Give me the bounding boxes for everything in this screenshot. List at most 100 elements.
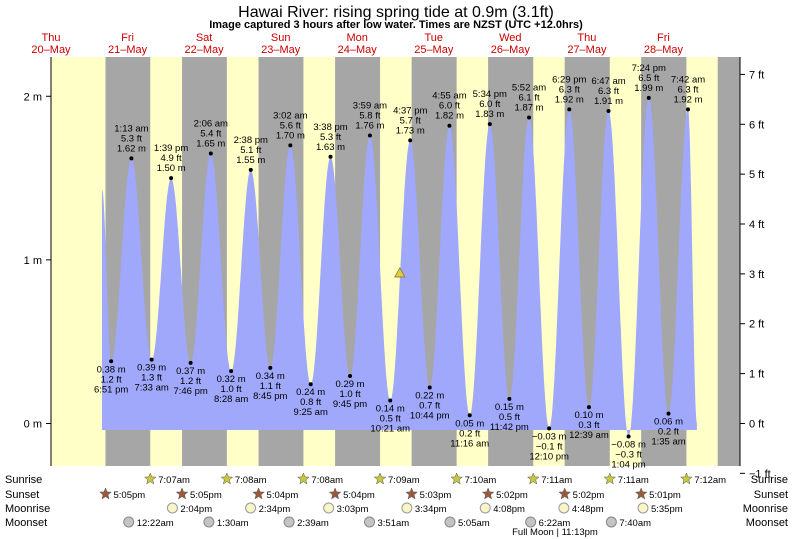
moonset-time: 5:05am xyxy=(458,518,490,529)
low-tide-point: 0.32 m1.0 ft8:28 am xyxy=(214,369,248,405)
high-tide-point: 1:13 am5.3 ft1.62 m xyxy=(114,123,149,161)
sunset-time: 5:02pm xyxy=(496,490,528,501)
high-tide-point: 5:34 pm6.0 ft1.83 m xyxy=(473,89,507,127)
high-tide-point: 4:37 pm5.7 ft1.73 m xyxy=(393,105,427,143)
tide-time-label: 12:10 pm xyxy=(529,451,569,462)
sunset-icon xyxy=(328,487,342,500)
tide-dot xyxy=(308,382,313,387)
tide-time-label: 4:37 pm xyxy=(393,105,427,116)
tide-height-ft-label: 1.2 ft xyxy=(101,374,122,385)
tide-height-ft-label: −0.1 ft xyxy=(536,441,563,452)
tide-height-m-label: 1.87 m xyxy=(515,103,544,114)
tide-height-ft-label: 5.3 ft xyxy=(121,133,142,144)
moonset-icon xyxy=(525,516,537,528)
tide-height-ft-label: 1.1 ft xyxy=(260,381,281,392)
tide-time-label: 8:28 am xyxy=(214,394,248,405)
high-tide-point: 3:59 am5.8 ft1.76 m xyxy=(353,101,387,138)
high-tide-point: 6:47 am6.3 ft1.91 m xyxy=(591,76,626,113)
high-tide-point: 1:39 pm4.9 ft1.50 m xyxy=(154,143,188,181)
day-label-date: 27–May xyxy=(567,44,607,56)
sunrise-time: 7:11am xyxy=(541,475,572,486)
sunrise-icon xyxy=(143,472,157,485)
tide-height-m-label: 0.14 m xyxy=(376,404,405,415)
high-tide-point: 3:02 am5.6 ft1.70 m xyxy=(273,110,308,148)
day-label-weekday: Thu xyxy=(577,32,596,44)
tide-height-ft-label: 5.3 ft xyxy=(320,132,341,143)
tide-height-ft-label: 1.2 ft xyxy=(180,376,201,387)
tide-time-label: 7:42 am xyxy=(671,74,705,85)
tide-height-ft-label: 6.3 ft xyxy=(598,86,619,97)
sunrise-time: 7:08am xyxy=(311,475,343,486)
tide-height-m-label: 0.05 m xyxy=(455,418,484,429)
day-label-weekday: Tue xyxy=(425,32,444,44)
tide-time-label: 1:35 am xyxy=(651,437,685,448)
tide-dot xyxy=(388,398,393,403)
sunset-icon xyxy=(481,487,495,500)
day-label-date: 24–May xyxy=(338,44,378,56)
tide-height-ft-label: 1.0 ft xyxy=(339,389,360,400)
tide-time-label: 6:51 pm xyxy=(94,384,128,395)
tide-height-m-label: 0.15 m xyxy=(495,402,524,413)
tide-time-label: 7:33 am xyxy=(134,383,168,394)
tide-dot xyxy=(188,360,193,365)
tide-height-m-label: 0.24 m xyxy=(296,387,325,398)
sunset-time: 5:02pm xyxy=(573,490,605,501)
tide-height-m-label: 0.39 m xyxy=(137,363,166,374)
tide-dot xyxy=(169,176,174,181)
sunset-time: 5:05pm xyxy=(113,490,145,501)
left-axis-tick-label: 1 m xyxy=(24,255,42,267)
left-axis-tick-label: 2 m xyxy=(24,91,42,103)
sunset-icon xyxy=(405,487,418,500)
high-tide-point: 3:38 pm5.3 ft1.63 m xyxy=(313,122,348,159)
moonrise-time: 3:34pm xyxy=(415,504,447,515)
sunrise-time: 7:12am xyxy=(694,475,726,486)
row-label-moonset-left: Moonset xyxy=(5,517,47,529)
day-labels: Thu20–MayFri21–MaySat22–MaySun23–MayMon2… xyxy=(31,32,683,56)
tide-height-m-label: −0.08 m xyxy=(611,440,646,451)
tide-dot xyxy=(547,426,552,431)
moonrise-icon xyxy=(323,502,335,514)
row-label-moonset-right: Moonset xyxy=(746,517,788,529)
tide-height-ft-label: 6.5 ft xyxy=(638,73,659,84)
sunrise-time: 7:11am xyxy=(618,475,649,486)
moonset-icon xyxy=(364,516,376,528)
day-label-weekday: Wed xyxy=(499,32,521,44)
sunset-icon xyxy=(175,487,189,500)
sunset-time: 5:05pm xyxy=(190,490,222,501)
sunrise-icon xyxy=(220,472,234,485)
tide-height-ft-label: 4.9 ft xyxy=(161,153,182,164)
tide-height-ft-label: 0.3 ft xyxy=(578,420,599,431)
tide-time-label: 9:45 pm xyxy=(333,399,367,410)
tide-dot xyxy=(586,405,591,410)
sunrise-icon xyxy=(680,472,693,485)
day-label-date: 28–May xyxy=(644,44,684,56)
tide-dot xyxy=(408,138,413,143)
tide-time-label: 9:25 am xyxy=(294,407,328,418)
moonrise-time: 2:34pm xyxy=(259,504,291,515)
tide-height-ft-label: 5.7 ft xyxy=(400,115,421,126)
moonrise-time: 4:08pm xyxy=(493,504,525,515)
sunset-icon xyxy=(558,487,572,500)
tide-height-m-label: 0.37 m xyxy=(176,366,205,377)
moonset-icon xyxy=(605,516,617,528)
sunrise-icon xyxy=(603,472,617,485)
moonset-time: 3:51am xyxy=(378,518,410,529)
current-level-marker xyxy=(394,267,406,278)
tide-height-m-label: 1.63 m xyxy=(316,142,345,153)
tide-time-label: 11:16 am xyxy=(450,438,489,449)
low-tide-point: 0.37 m1.2 ft7:46 pm xyxy=(173,360,208,397)
tide-dot xyxy=(229,369,234,374)
tide-dot xyxy=(208,151,213,156)
low-tide-point: −0.08 m−0.3 ft1:04 pm xyxy=(611,434,646,471)
tide-time-label: 6:47 am xyxy=(591,76,625,87)
low-tide-point: 0.29 m1.0 ft9:45 pm xyxy=(333,374,367,410)
tide-height-m-label: 0.32 m xyxy=(217,374,246,385)
tide-height-ft-label: 6.0 ft xyxy=(479,99,500,110)
tide-curve xyxy=(102,97,697,437)
tide-height-m-label: 1.73 m xyxy=(396,125,425,136)
moonset-time: 6:22am xyxy=(539,518,571,529)
